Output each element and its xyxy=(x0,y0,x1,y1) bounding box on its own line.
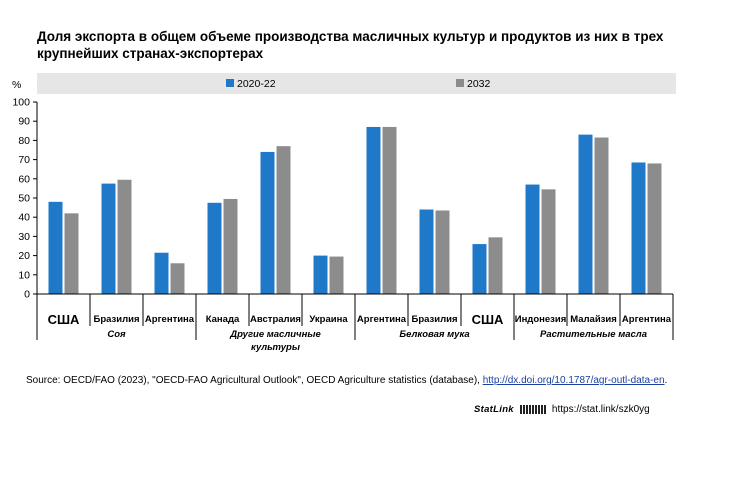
bar-2020-22 xyxy=(631,162,646,294)
bar-chart: 2020-22 2032 % 0 10 20 30 40 50 60 70 80 90 100 СШ… xyxy=(12,73,676,353)
bar-2032 xyxy=(382,126,397,295)
y-tick-label: 30 xyxy=(18,231,30,243)
bar-2032 xyxy=(117,179,132,294)
y-tick-label: 80 xyxy=(18,135,30,147)
bar-2032 xyxy=(223,198,238,294)
bars xyxy=(48,126,662,295)
legend-label-2020-22: 2020-22 xyxy=(237,78,276,90)
x-tick-label: США xyxy=(472,312,504,327)
group-label: Белковая мука xyxy=(399,329,469,340)
bar-2020-22 xyxy=(313,255,328,294)
x-tick-label: США xyxy=(48,312,80,327)
x-tick-label: Австралия xyxy=(250,314,301,325)
bar-2032 xyxy=(594,137,609,294)
statlink-logo-icon xyxy=(519,405,546,414)
x-tick-label: Бразилия xyxy=(411,314,457,325)
x-axis: США Бразилия Аргентина Канада Австралия Украи… xyxy=(36,293,674,353)
group-label: Растительные масла xyxy=(540,329,647,340)
source-suffix: . xyxy=(664,375,668,386)
legend: 2020-22 2032 xyxy=(37,73,676,94)
statlink-url[interactable]: https://stat.link/szk0yg xyxy=(551,404,650,415)
legend-background xyxy=(37,73,676,94)
bar-2032 xyxy=(488,237,503,294)
group-label-line2: культуры xyxy=(251,342,300,353)
bar-2020-22 xyxy=(578,134,593,294)
bar-2020-22 xyxy=(525,184,540,294)
bar-2032 xyxy=(435,210,450,294)
bar-2032 xyxy=(276,146,291,294)
x-tick-label: Бразилия xyxy=(93,314,139,325)
chart-title: Доля экспорта в общем объеме производств… xyxy=(37,29,664,61)
bar-2020-22 xyxy=(419,209,434,294)
bar-2020-22 xyxy=(472,244,487,294)
bar-2032 xyxy=(329,256,344,294)
x-tick-label: Аргентина xyxy=(622,314,672,325)
x-tick-label: Индонезия xyxy=(515,314,567,325)
bar-2020-22 xyxy=(366,126,381,295)
y-tick-label: 90 xyxy=(18,116,30,128)
group-label: Другие масличные xyxy=(229,329,321,340)
bar-2020-22 xyxy=(207,202,222,294)
bar-2032 xyxy=(64,213,79,294)
bar-2020-22 xyxy=(154,252,169,294)
group-label: Соя xyxy=(107,329,126,340)
y-axis: 0 10 20 30 40 50 60 70 80 90 100 xyxy=(12,97,38,301)
x-tick-label: Украина xyxy=(309,314,348,325)
y-tick-label: 20 xyxy=(18,250,30,262)
x-tick-label: Аргентина xyxy=(145,314,195,325)
y-axis-unit: % xyxy=(12,79,21,91)
y-tick-label: 60 xyxy=(18,173,30,185)
y-tick-label: 70 xyxy=(18,154,30,166)
bar-2032 xyxy=(541,189,556,294)
y-tick-label: 0 xyxy=(24,289,30,301)
statlink-brand: StatLink xyxy=(474,404,514,415)
legend-label-2032: 2032 xyxy=(467,78,491,90)
bar-2020-22 xyxy=(101,183,116,294)
legend-swatch-2020-22 xyxy=(226,79,234,87)
x-tick-label: Малайзия xyxy=(570,314,617,325)
bar-2020-22 xyxy=(260,151,275,294)
source-link[interactable]: http://dx.doi.org/10.1787/agr-outl-data-… xyxy=(482,375,665,386)
statlink: StatLink https://stat.link/szk0yg xyxy=(474,404,650,415)
y-tick-label: 100 xyxy=(12,97,30,109)
y-tick-label: 10 xyxy=(18,269,30,281)
source-note: Source: OECD/FAO (2023), "OECD-FAO Agric… xyxy=(26,374,696,387)
bar-2020-22 xyxy=(48,201,63,294)
y-tick-label: 50 xyxy=(18,193,30,205)
y-tick-label: 40 xyxy=(18,212,30,224)
source-text: Source: OECD/FAO (2023), "OECD-FAO Agric… xyxy=(26,375,483,386)
x-tick-label: Аргентина xyxy=(357,314,407,325)
x-tick-label: Канада xyxy=(206,314,240,325)
legend-swatch-2032 xyxy=(456,79,464,87)
bar-2032 xyxy=(170,263,185,294)
bar-2032 xyxy=(647,163,662,294)
